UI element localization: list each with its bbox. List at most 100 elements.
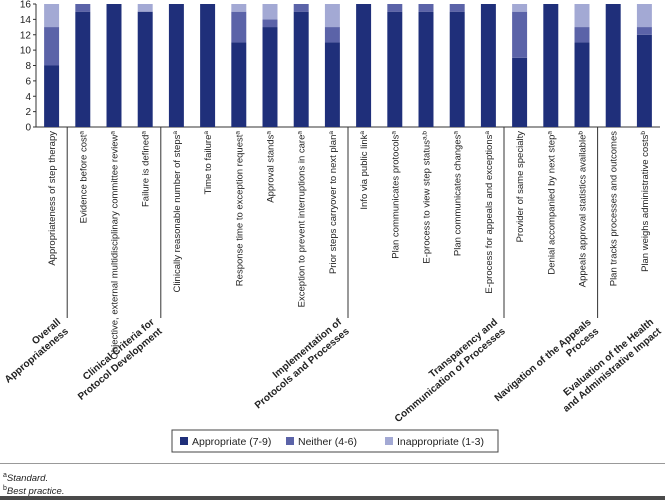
footnote-marker-b: b [3, 485, 7, 492]
bar-segment-inappropriate-1-3 [137, 4, 153, 12]
category-label: Plan tracks processes and outcomes [609, 131, 620, 286]
category-label: Provider of same specialty [515, 131, 526, 243]
bar-segment-neither-4-6 [75, 4, 91, 12]
group-label-transparency-and-communication-of-processes: Transparency andCommunication of Process… [385, 317, 508, 425]
bar-segment-appropriate-7-9 [137, 11, 153, 127]
bar-segment-appropriate-7-9 [449, 11, 465, 127]
bar-segment-neither-4-6 [44, 27, 60, 66]
category-label: Plan weighs administrative costsb [639, 131, 651, 272]
category-superscript: a [452, 131, 459, 135]
y-tick-label: 16 [20, 0, 32, 11]
category-superscript: a [78, 131, 85, 135]
bar-segment-appropriate-7-9 [106, 4, 122, 127]
bar-segment-appropriate-7-9 [387, 11, 403, 127]
category-superscript: a [234, 131, 241, 135]
bar-segment-appropriate-7-9 [200, 4, 216, 127]
category-label: Plan communicates protocolsa [390, 131, 402, 259]
category-label: Appropriateness of step therapy [47, 131, 58, 266]
page-bottom-bar [0, 496, 665, 500]
footnote-text-b: Best practice. [6, 486, 65, 498]
category-label: E-process for appeals and exceptionsa [483, 131, 495, 294]
y-tick-label: 0 [25, 123, 31, 134]
legend-label-inappropriate-1-3: Inappropriate (1-3) [397, 436, 484, 448]
bar-segment-appropriate-7-9 [574, 42, 590, 127]
bar-segment-inappropriate-1-3 [574, 4, 590, 28]
category-label: Prior steps carryover to next plana [327, 131, 339, 274]
footnote-standard: aStandard. [3, 470, 48, 485]
bar-segment-inappropriate-1-3 [262, 4, 278, 20]
category-superscript: a [390, 131, 397, 135]
legend-label-appropriate-7-9: Appropriate (7-9) [192, 436, 271, 448]
footnote-marker-a: a [3, 472, 7, 479]
category-superscript: a,b [421, 131, 428, 140]
bar-segment-appropriate-7-9 [262, 27, 278, 127]
category-superscript: a [171, 131, 178, 135]
group-label-line: Protocols and Processes [253, 326, 352, 412]
category-superscript: a [546, 131, 553, 135]
category-superscript: a [296, 131, 303, 135]
bar-segment-appropriate-7-9 [418, 11, 434, 127]
legend-swatch-inappropriate-1-3 [385, 437, 393, 445]
legend-label-neither-4-6: Neither (4-6) [298, 436, 357, 448]
category-superscript: b [577, 131, 584, 135]
category-label: Exception to prevent interruptions in ca… [296, 131, 308, 308]
bar-segment-neither-4-6 [574, 27, 590, 43]
category-label: E-process to view step statusa,b [421, 131, 433, 264]
stacked-bar-chart: 0 2 4 6 8 10 12 14 16 Appropriateness of step th… [0, 0, 664, 453]
category-label: Clinically reasonable number of stepsa [171, 131, 183, 293]
bar-segment-appropriate-7-9 [543, 4, 559, 127]
bar-segment-appropriate-7-9 [44, 65, 60, 127]
bar-segment-appropriate-7-9 [512, 57, 528, 127]
y-tick-label: 12 [20, 30, 32, 41]
bar-segment-appropriate-7-9 [75, 11, 91, 127]
bar-segment-appropriate-7-9 [324, 42, 340, 127]
bar-segment-appropriate-7-9 [636, 34, 652, 127]
bars [44, 4, 652, 127]
legend-box [171, 429, 499, 453]
category-labels: Appropriateness of step therapy Evidence … [47, 131, 651, 360]
bar-segment-neither-4-6 [387, 4, 403, 12]
bar-segment-appropriate-7-9 [293, 11, 309, 127]
category-superscript: a [203, 131, 210, 135]
y-tick-label: 2 [25, 107, 31, 118]
bar-segment-inappropriate-1-3 [324, 4, 340, 28]
bar-segment-neither-4-6 [512, 11, 528, 58]
group-label-implementation-of-protocols-and-processes: Implementation ofProtocols and Processes [245, 316, 352, 411]
category-label: Denial accompanied by next stepa [546, 131, 558, 275]
category-superscript: a [140, 131, 147, 135]
bar-segment-inappropriate-1-3 [44, 4, 60, 28]
bar-segment-inappropriate-1-3 [231, 4, 247, 12]
category-superscript: a [359, 131, 366, 135]
y-tick-label: 4 [25, 92, 31, 103]
category-superscript: a [109, 131, 116, 135]
bar-segment-neither-4-6 [262, 19, 278, 28]
category-label: Evidence before costa [78, 131, 90, 224]
footnote-best-practice: bBest practice. [3, 483, 64, 498]
y-tick-label: 8 [25, 61, 31, 72]
footnote-text-a: Standard. [6, 473, 49, 485]
y-tick-label: 14 [20, 15, 32, 26]
legend-swatch-appropriate-7-9 [180, 437, 188, 445]
group-label-line: Protocol Development [76, 326, 165, 403]
y-tick-label: 6 [25, 76, 31, 87]
bar-segment-inappropriate-1-3 [512, 4, 528, 12]
group-label-line: Communication of Processes [393, 326, 508, 425]
bar-segment-inappropriate-1-3 [636, 4, 652, 28]
category-label: Info via public linka [359, 131, 371, 210]
footer-divider [0, 463, 665, 464]
bar-segment-appropriate-7-9 [356, 4, 372, 127]
category-superscript: a [265, 131, 272, 135]
bar-segment-neither-4-6 [231, 11, 247, 43]
category-label: Approval standsa [265, 131, 277, 203]
category-label: Response time to exception requesta [234, 131, 246, 287]
bar-segment-neither-4-6 [418, 4, 434, 12]
bar-segment-appropriate-7-9 [231, 42, 247, 127]
category-superscript: a [327, 131, 334, 135]
bar-segment-neither-4-6 [324, 27, 340, 43]
category-label: Plan communicates changesa [452, 131, 464, 256]
category-label: Failure is defineda [140, 131, 152, 207]
legend-swatch-neither-4-6 [286, 437, 294, 445]
category-label: Time to failurea [203, 131, 215, 195]
bar-segment-appropriate-7-9 [168, 4, 184, 127]
group-label-overall-appropriateness: OverallAppropriateness [0, 317, 71, 386]
